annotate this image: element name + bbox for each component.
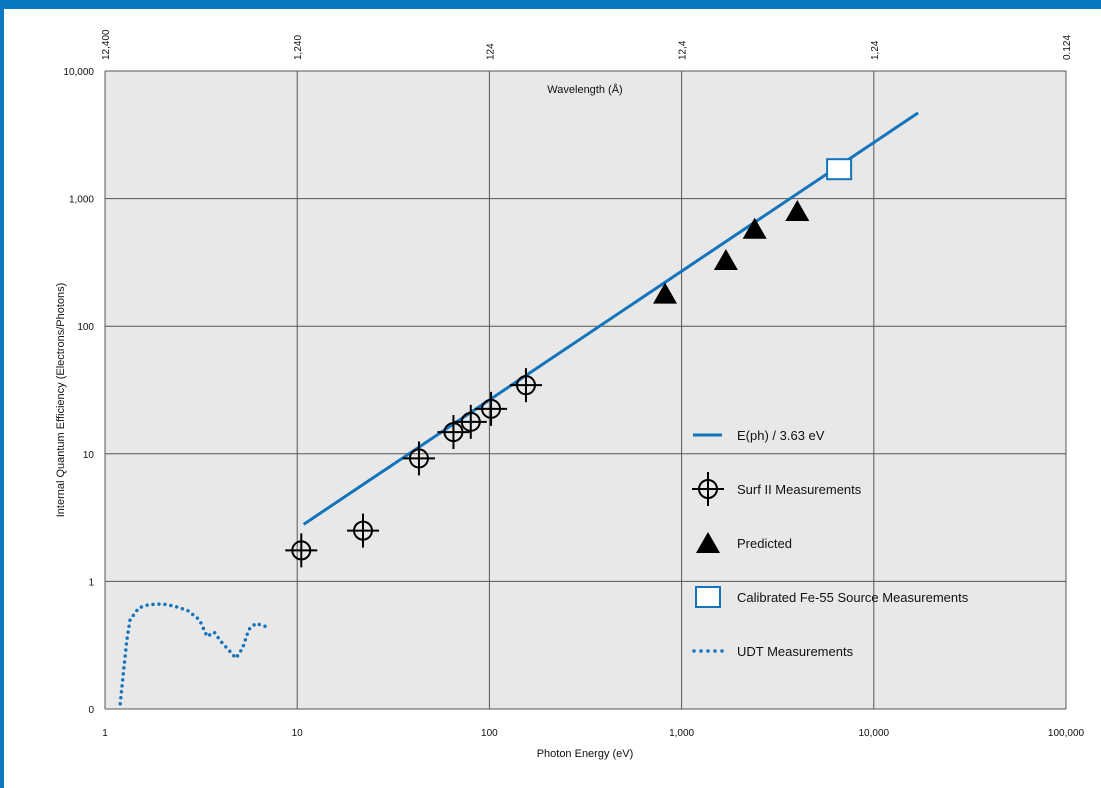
calibrated-marker bbox=[826, 158, 853, 181]
predicted-marker bbox=[653, 282, 678, 304]
top-tick-label: 12,4 bbox=[678, 40, 689, 60]
predicted-marker bbox=[696, 532, 720, 553]
y-tick-label: 100 bbox=[77, 322, 94, 333]
x-tick-label: 1 bbox=[102, 728, 108, 739]
y-tick-label: 10,000 bbox=[63, 67, 94, 78]
x-tick-label: 10,000 bbox=[859, 728, 890, 739]
series-line-eph bbox=[302, 111, 919, 526]
top-tick-label: 0.124 bbox=[1062, 35, 1073, 60]
x-axis-title: Photon Energy (eV) bbox=[537, 748, 634, 760]
x-tick-labels: 1 10 100 1,000 10,000 100,000 bbox=[102, 728, 1084, 739]
left-frame-bar bbox=[0, 0, 4, 788]
predicted-marker bbox=[742, 217, 767, 239]
top-tick-labels: 12,400 1,240 124 12,4 1,24 0.124 bbox=[101, 29, 1073, 60]
y-tick-label: 1,000 bbox=[69, 195, 94, 206]
top-frame-bar bbox=[0, 0, 1101, 9]
surf-ii-marker bbox=[454, 404, 487, 439]
surf-ii-marker bbox=[437, 415, 470, 450]
y-tick-label: 10 bbox=[83, 450, 95, 461]
surf-ii-marker bbox=[475, 391, 508, 426]
surf-ii-marker bbox=[285, 533, 318, 568]
surf-ii-marker bbox=[509, 368, 542, 403]
y-tick-label: 0 bbox=[88, 705, 94, 716]
plot-area bbox=[105, 71, 1066, 709]
y-tick-label: 1 bbox=[88, 577, 94, 588]
x-tick-label: 10 bbox=[292, 728, 304, 739]
legend-label: Predicted bbox=[737, 536, 792, 551]
y-axis-title: Internal Quantum Efficiency (Electrons/P… bbox=[55, 283, 67, 518]
legend-label: Surf II Measurements bbox=[737, 482, 862, 497]
calibrated-marker bbox=[695, 586, 721, 608]
top-tick-label: 1,240 bbox=[293, 35, 304, 60]
grid bbox=[104, 70, 1067, 710]
top-tick-label: 1,24 bbox=[870, 40, 881, 60]
top-tick-label: 12,400 bbox=[101, 29, 112, 60]
series-udt-measurements bbox=[118, 602, 270, 706]
legend-label: E(ph) / 3.63 eV bbox=[737, 428, 825, 443]
surf-ii-marker bbox=[347, 513, 380, 548]
top-tick-label: 124 bbox=[485, 43, 496, 60]
surf-ii-marker bbox=[692, 472, 724, 506]
legend-label: Calibrated Fe-55 Source Measurements bbox=[737, 590, 969, 605]
x-tick-label: 100 bbox=[481, 728, 498, 739]
surf-ii-marker bbox=[402, 441, 435, 476]
legend: E(ph) / 3.63 eV Surf II Measurements Predi… bbox=[692, 428, 969, 659]
data-marks bbox=[118, 111, 919, 706]
y-tick-labels: 0 1 10 100 1,000 10,000 bbox=[63, 67, 94, 716]
predicted-marker bbox=[785, 199, 810, 221]
top-axis-title: Wavelength (Å) bbox=[547, 83, 622, 96]
predicted-marker bbox=[713, 249, 738, 271]
x-tick-label: 1,000 bbox=[669, 728, 694, 739]
legend-label: UDT Measurements bbox=[737, 644, 854, 659]
x-tick-label: 100,000 bbox=[1048, 728, 1085, 739]
